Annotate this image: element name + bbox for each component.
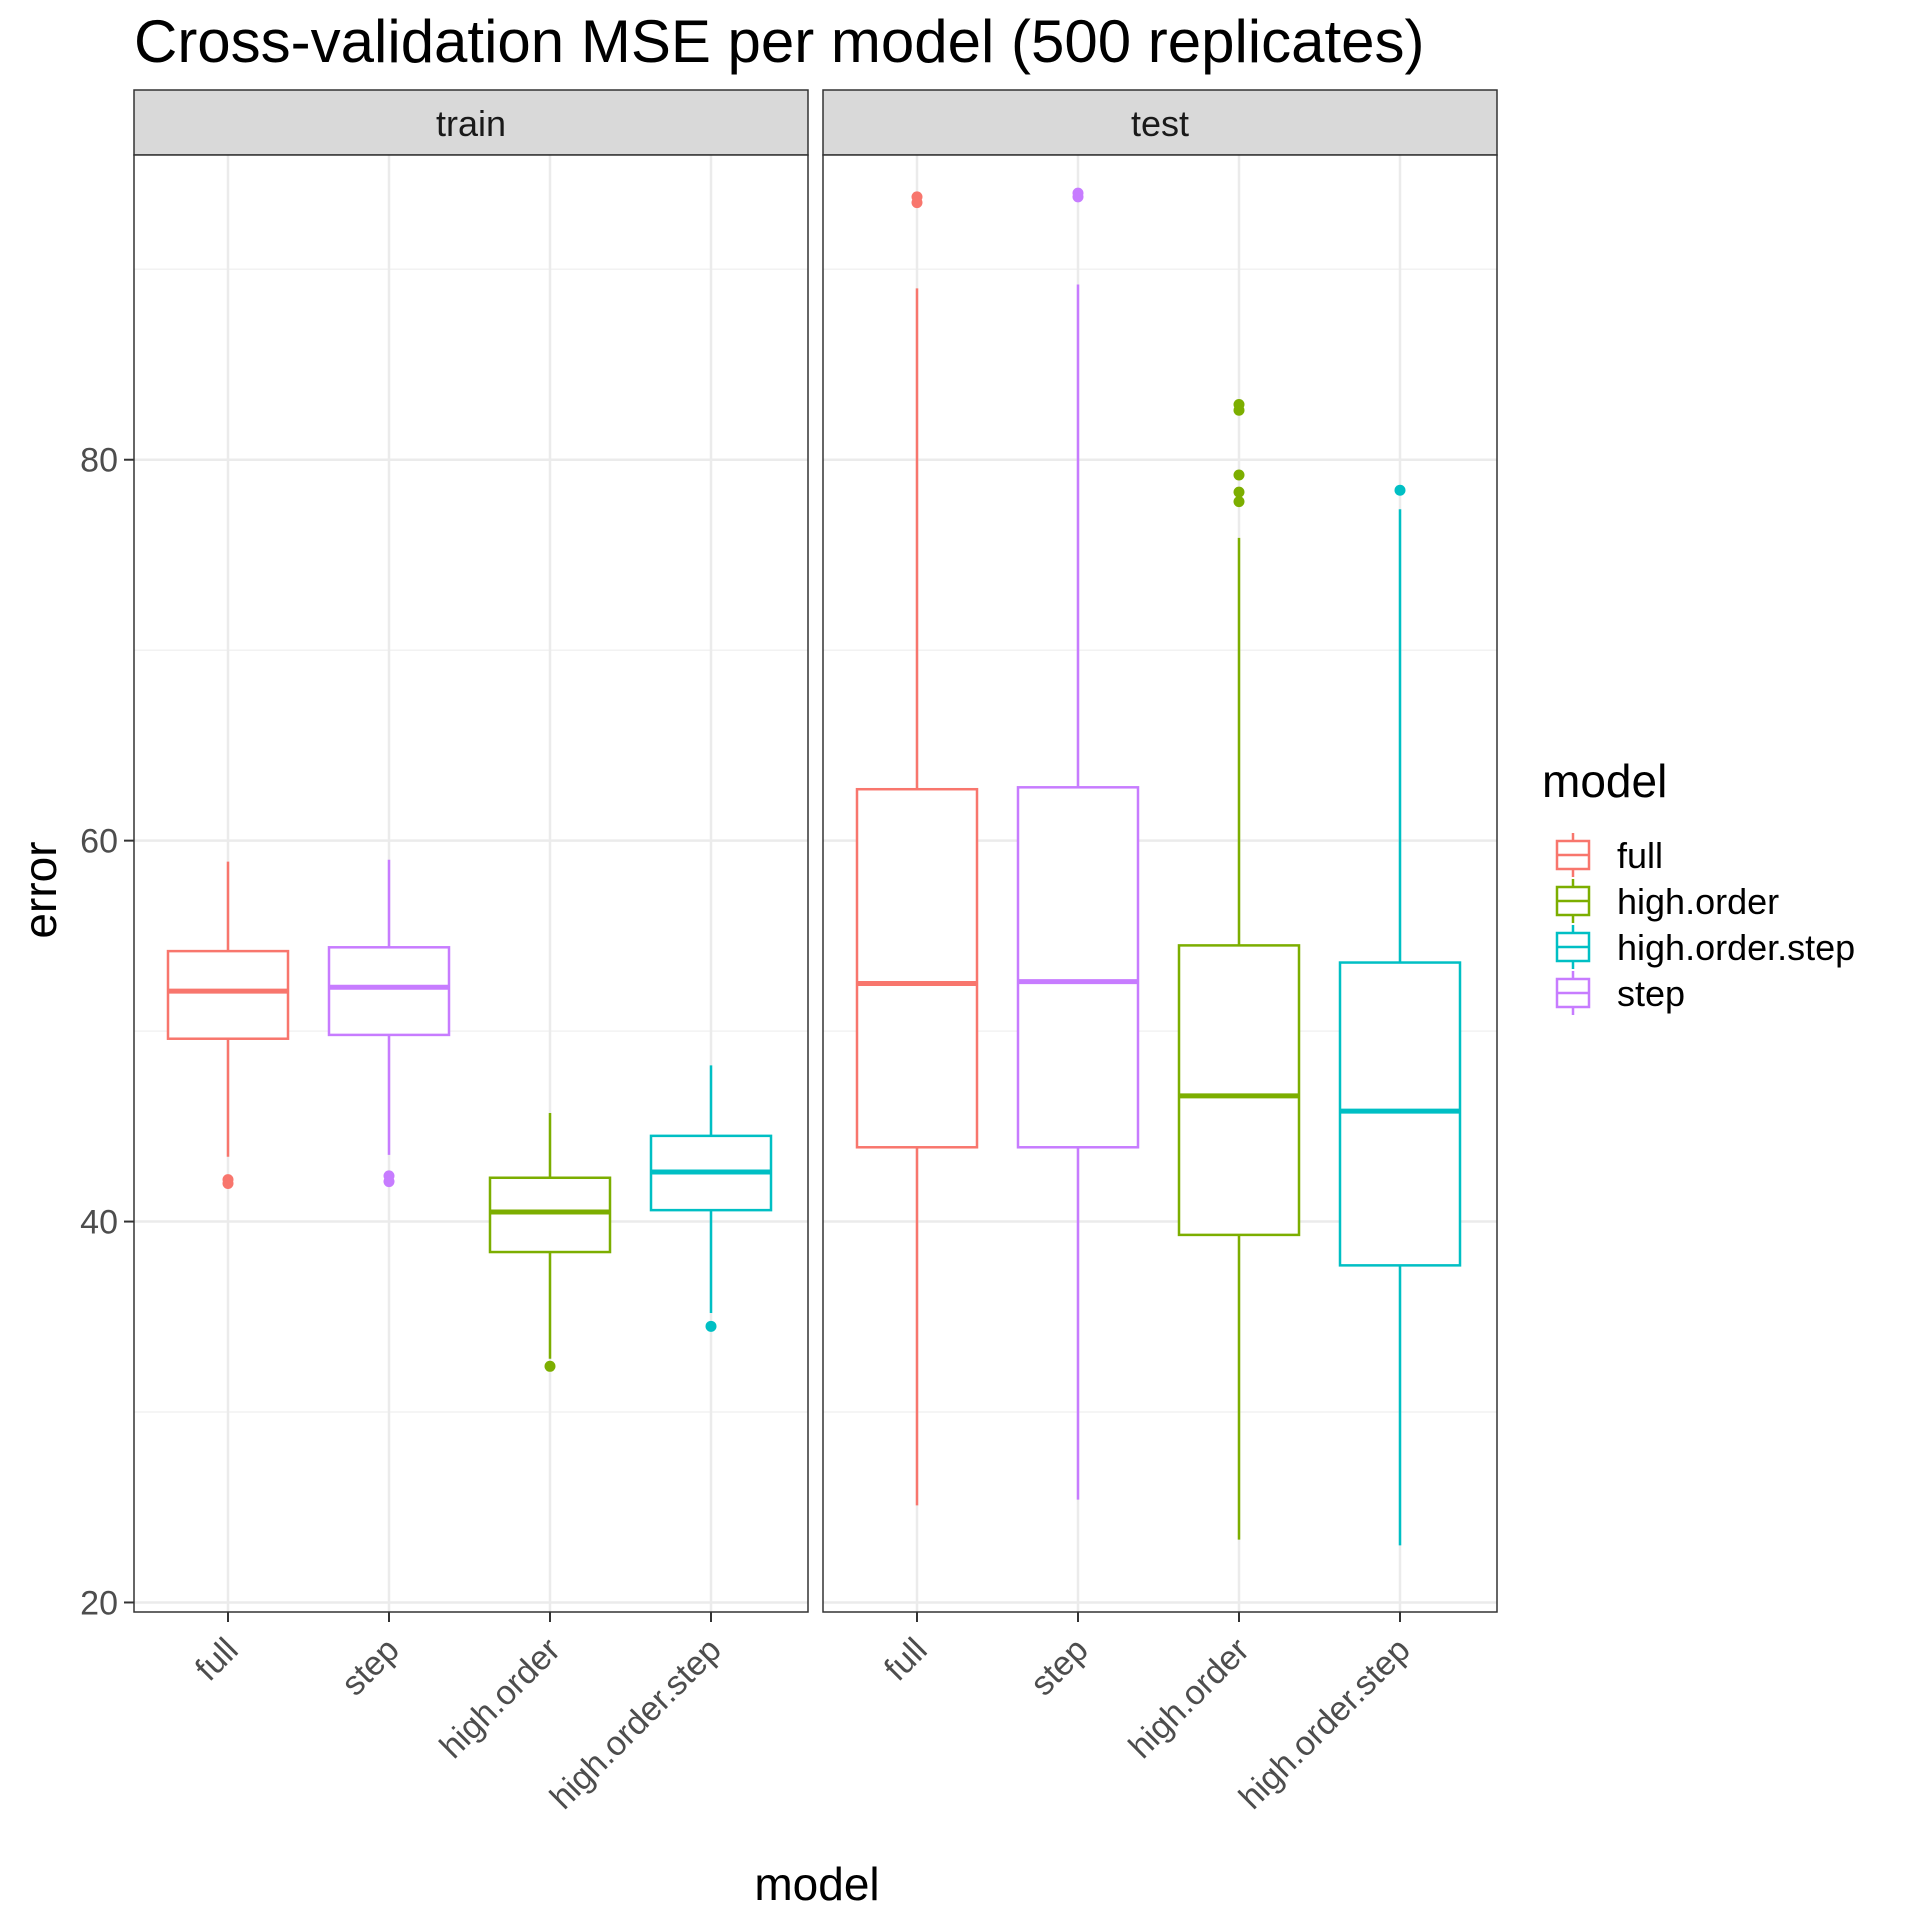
- legend-entry-high.order.step: high.order.step: [1555, 925, 1855, 969]
- box-high.order.step: [1338, 484, 1462, 1546]
- x-tick-label: high.order.step: [543, 1631, 729, 1817]
- legend-title: model: [1542, 755, 1667, 807]
- facet-strip-test: [822, 89, 1498, 156]
- outlier-point: [1233, 469, 1245, 481]
- legend-label: full: [1617, 835, 1663, 876]
- panel-background: [134, 155, 808, 1612]
- box-iqr: [1338, 961, 1462, 1267]
- legend-entry-high.order: high.order: [1555, 879, 1779, 923]
- outlier-point: [544, 1360, 556, 1372]
- y-tick-label: 20: [80, 1584, 118, 1622]
- box-full: [166, 861, 290, 1189]
- box-iqr: [1177, 944, 1301, 1237]
- chart-title: Cross-validation MSE per model (500 repl…: [134, 8, 1425, 75]
- facet-label-train: train: [436, 103, 506, 144]
- panel-border: [133, 154, 809, 1613]
- outlier-point: [1233, 496, 1245, 508]
- outlier-point: [705, 1320, 717, 1332]
- outlier-point: [1233, 398, 1245, 410]
- x-tick-label: step: [1023, 1631, 1095, 1703]
- x-tick-label: full: [877, 1631, 935, 1689]
- y-tick-label: 60: [80, 823, 118, 861]
- box-high.order: [1177, 398, 1301, 1540]
- panel-border: [822, 154, 1498, 1613]
- facet-label-test: test: [1131, 103, 1189, 144]
- legend: model full high.order high.order.step step: [1542, 755, 1855, 1015]
- legend-label: step: [1617, 973, 1685, 1014]
- box-iqr: [855, 787, 979, 1149]
- y-tick-label: 80: [80, 442, 118, 480]
- outlier-point: [1072, 187, 1084, 199]
- box-iqr: [166, 949, 290, 1040]
- legend-entry-step: step: [1555, 971, 1685, 1015]
- outlier-point: [222, 1174, 234, 1186]
- box-high.order.step: [649, 1065, 773, 1332]
- y-axis: 20 40 60 80: [80, 442, 134, 1622]
- facet-strip-train: [133, 89, 809, 156]
- box-iqr: [488, 1176, 612, 1254]
- x-tick-label: step: [334, 1631, 406, 1703]
- outlier-point: [1233, 486, 1245, 498]
- outlier-point: [1394, 484, 1406, 496]
- x-axis-title: model: [754, 1858, 879, 1910]
- box-step: [1016, 187, 1140, 1500]
- x-tick-label: high.order.step: [1232, 1631, 1418, 1817]
- box-iqr: [1016, 786, 1140, 1149]
- y-tick-label: 40: [80, 1204, 118, 1242]
- x-tick-label: high.order: [433, 1631, 568, 1766]
- box-step: [327, 859, 451, 1188]
- legend-label: high.order.step: [1617, 927, 1855, 968]
- box-full: [855, 191, 979, 1506]
- x-tick-label: high.order: [1122, 1631, 1257, 1766]
- y-axis-title: error: [14, 841, 66, 938]
- legend-label: high.order: [1617, 881, 1779, 922]
- outlier-point: [911, 191, 923, 203]
- legend-entry-full: full: [1555, 833, 1663, 877]
- box-high.order: [488, 1113, 612, 1372]
- x-tick-label: full: [188, 1631, 246, 1689]
- box-iqr: [327, 946, 451, 1037]
- outlier-point: [383, 1170, 395, 1182]
